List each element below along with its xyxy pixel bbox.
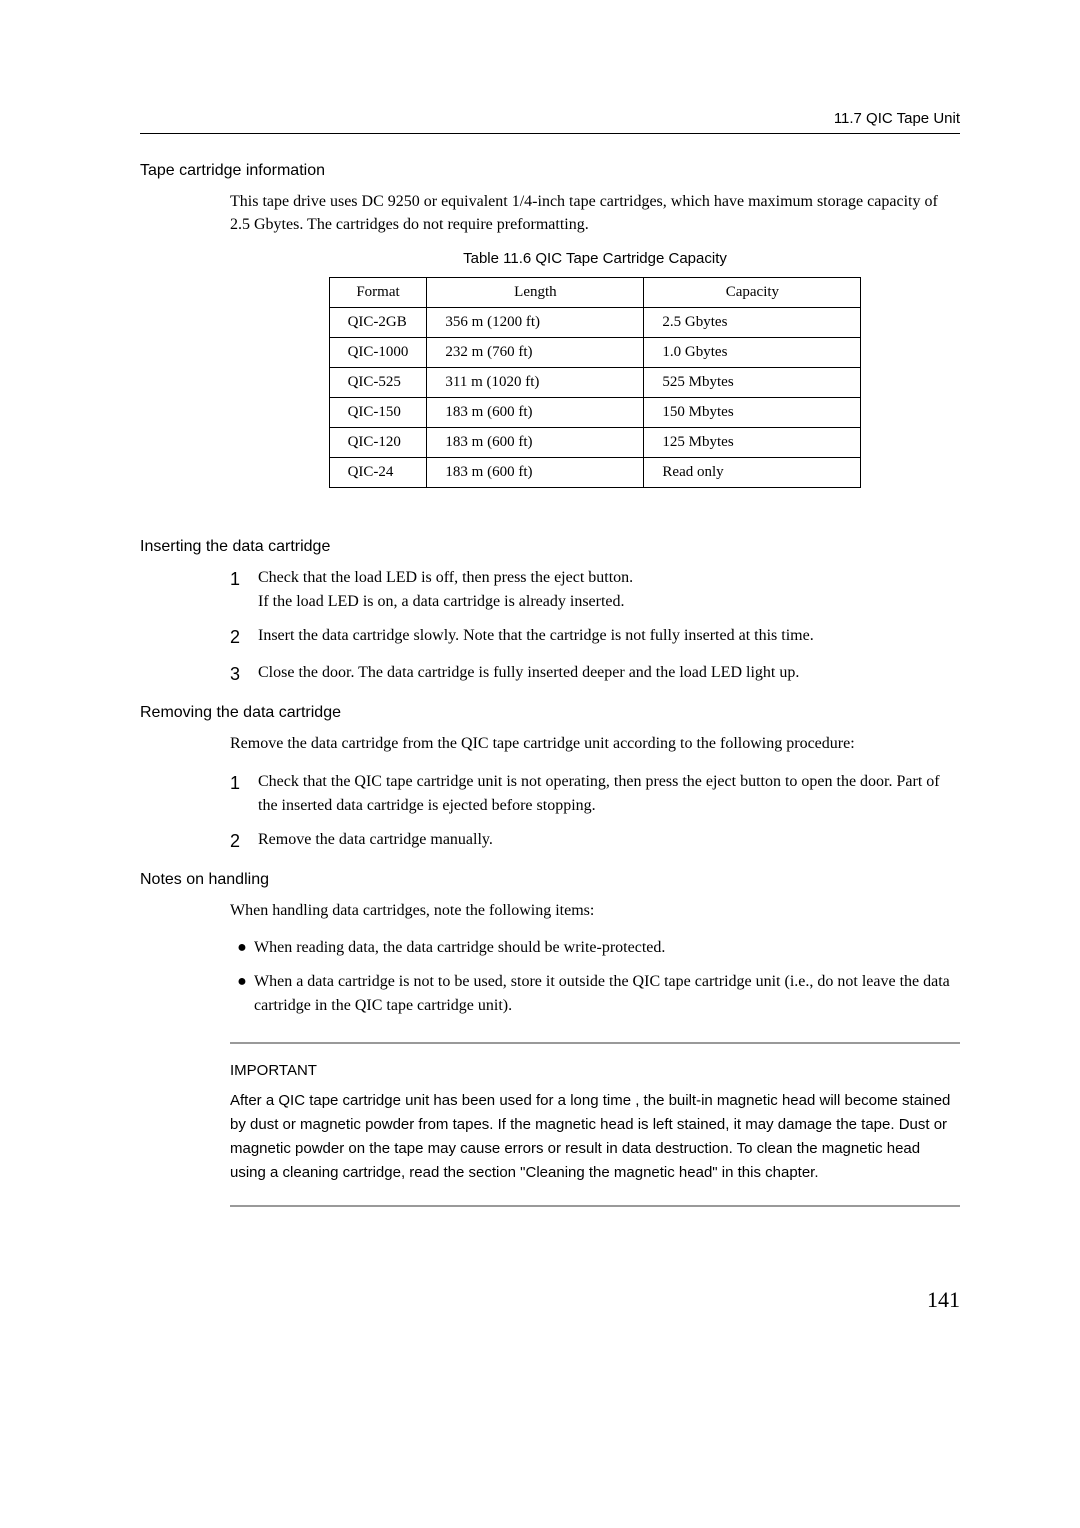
step-number: 1 [230,770,258,818]
cell: 356 m (1200 ft) [427,308,644,338]
table-row: QIC-2GB356 m (1200 ft)2.5 Gbytes [329,308,861,338]
cell: 125 Mbytes [644,428,861,458]
step-text: Insert the data cartridge slowly. Note t… [258,624,960,651]
list-item: 1 Check that the QIC tape cartridge unit… [230,770,960,818]
col-format: Format [329,278,427,308]
cell: 525 Mbytes [644,368,861,398]
table-header-row: Format Length Capacity [329,278,861,308]
running-header: 11.7 QIC Tape Unit [140,110,960,134]
list-item: 2 Insert the data cartridge slowly. Note… [230,624,960,651]
step-number: 1 [230,566,258,614]
page-number: 141 [140,1287,960,1313]
section-body: 1 Check that the load LED is off, then p… [230,566,960,688]
cell: 232 m (760 ft) [427,338,644,368]
header-section: 11.7 QIC Tape Unit [834,110,960,127]
col-length: Length [427,278,644,308]
bullet-text: When a data cartridge is not to be used,… [254,970,960,1018]
important-title: IMPORTANT [230,1062,960,1079]
heading-notes: Notes on handling [140,871,960,889]
bullet-icon: ● [230,970,254,1018]
ordered-list: 1 Check that the load LED is off, then p… [230,566,960,688]
cell: QIC-150 [329,398,427,428]
cell: Read only [644,458,861,488]
table-row: QIC-24183 m (600 ft)Read only [329,458,861,488]
step-text: Remove the data cartridge manually. [258,828,960,855]
text-line: If the load LED is on, a data cartridge … [258,593,625,610]
table-caption: Table 11.6 QIC Tape Cartridge Capacity [230,250,960,267]
table-row: QIC-525311 m (1020 ft)525 Mbytes [329,368,861,398]
list-item: 3 Close the door. The data cartridge is … [230,661,960,688]
heading-removing: Removing the data cartridge [140,704,960,722]
ordered-list: 1 Check that the QIC tape cartridge unit… [230,770,960,855]
cell: QIC-120 [329,428,427,458]
table-row: QIC-120183 m (600 ft)125 Mbytes [329,428,861,458]
list-item: 1 Check that the load LED is off, then p… [230,566,960,614]
table-row: QIC-150183 m (600 ft)150 Mbytes [329,398,861,428]
bullet-icon: ● [230,936,254,960]
section-body: This tape drive uses DC 9250 or equivale… [230,190,960,488]
bullet-text: When reading data, the data cartridge sh… [254,936,960,960]
section-body: When handling data cartridges, note the … [230,899,960,1207]
section-body: Remove the data cartridge from the QIC t… [230,732,960,854]
step-text: Check that the QIC tape cartridge unit i… [258,770,960,818]
heading-inserting: Inserting the data cartridge [140,538,960,556]
cell: 183 m (600 ft) [427,458,644,488]
cell: QIC-2GB [329,308,427,338]
heading-tape-cartridge-info: Tape cartridge information [140,162,960,180]
cell: 183 m (600 ft) [427,398,644,428]
cell: QIC-525 [329,368,427,398]
bullet-list: ● When reading data, the data cartridge … [230,936,960,1018]
cell: QIC-24 [329,458,427,488]
page: 11.7 QIC Tape Unit Tape cartridge inform… [0,0,1080,1373]
text-line: Check that the load LED is off, then pre… [258,569,633,586]
col-capacity: Capacity [644,278,861,308]
divider [230,1205,960,1207]
table-row: QIC-1000232 m (760 ft)1.0 Gbytes [329,338,861,368]
paragraph: This tape drive uses DC 9250 or equivale… [230,190,960,236]
cell: QIC-1000 [329,338,427,368]
list-item: ● When a data cartridge is not to be use… [230,970,960,1018]
paragraph: Remove the data cartridge from the QIC t… [230,732,960,755]
step-number: 2 [230,828,258,855]
cell: 150 Mbytes [644,398,861,428]
cell: 1.0 Gbytes [644,338,861,368]
cell: 311 m (1020 ft) [427,368,644,398]
step-text: Check that the load LED is off, then pre… [258,566,960,614]
list-item: 2 Remove the data cartridge manually. [230,828,960,855]
cell: 2.5 Gbytes [644,308,861,338]
paragraph: When handling data cartridges, note the … [230,899,960,922]
important-body: After a QIC tape cartridge unit has been… [230,1089,960,1185]
step-number: 3 [230,661,258,688]
list-item: ● When reading data, the data cartridge … [230,936,960,960]
capacity-table: Format Length Capacity QIC-2GB356 m (120… [329,277,862,488]
step-text: Close the door. The data cartridge is fu… [258,661,960,688]
divider [230,1042,960,1044]
step-number: 2 [230,624,258,651]
cell: 183 m (600 ft) [427,428,644,458]
